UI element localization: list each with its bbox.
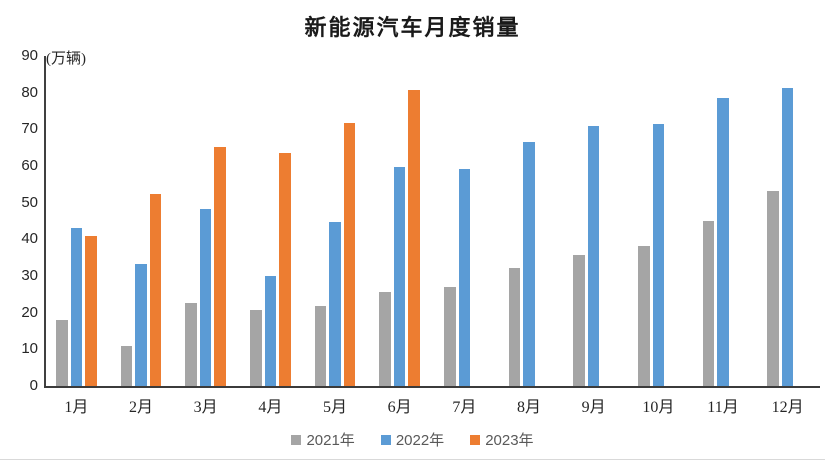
bar-2021年-11月	[702, 221, 715, 386]
bar-2021年-2月	[120, 345, 133, 386]
legend-item-2023年: 2023年	[470, 429, 534, 450]
legend-item-2021年: 2021年	[291, 429, 355, 450]
bar-2022年-12月	[781, 87, 794, 386]
y-axis-line	[44, 56, 46, 386]
bar-2022年-2月	[135, 263, 147, 386]
y-tick-10: 10	[21, 340, 38, 358]
bar-2023年-2月	[149, 193, 162, 386]
y-tick-20: 20	[21, 303, 38, 321]
legend: 2021年 2022年 2023年	[0, 429, 825, 450]
bar-2023年-5月	[343, 123, 356, 386]
y-tick-40: 40	[21, 230, 38, 248]
y-axis-unit-label: (万辆)	[46, 51, 86, 67]
x-axis-line	[44, 386, 820, 388]
bar-2021年-4月	[250, 310, 262, 386]
y-tick-60: 60	[21, 157, 38, 174]
bar-2021年-6月	[379, 292, 391, 386]
x-label-10月: 10月	[642, 399, 675, 416]
bar-2021年-10月	[638, 245, 650, 386]
legend-swatch-icon	[291, 434, 302, 445]
bar-2021年-8月	[508, 268, 521, 386]
bar-2023年-4月	[279, 152, 291, 386]
bar-2022年-3月	[199, 208, 212, 386]
x-label-11月: 11月	[707, 399, 739, 416]
bar-2022年-9月	[587, 126, 600, 386]
bar-2022年-5月	[329, 222, 341, 386]
x-label-7月: 7月	[452, 399, 477, 416]
bar-2022年-11月	[717, 97, 729, 386]
bar-2022年-1月	[70, 227, 83, 386]
bar-2021年-7月	[444, 286, 456, 386]
x-label-12月: 12月	[771, 399, 804, 416]
x-label-8月: 8月	[516, 399, 541, 416]
legend-item-2022年: 2022年	[380, 429, 445, 450]
y-tick-80: 80	[21, 83, 38, 101]
chart-title: 新能源汽车月度销量	[304, 15, 521, 40]
legend-label: 2023年	[485, 432, 534, 449]
bar-2021年-5月	[314, 306, 327, 386]
x-label-4月: 4月	[258, 399, 283, 416]
x-label-5月: 5月	[322, 399, 347, 416]
bar-2022年-10月	[652, 124, 665, 386]
bar-2023年-3月	[214, 146, 226, 386]
bar-2021年-9月	[573, 255, 585, 386]
y-tick-70: 70	[21, 120, 38, 138]
x-label-9月: 9月	[581, 399, 606, 416]
bar-2022年-4月	[264, 276, 277, 386]
y-tick-90: 90	[21, 47, 38, 64]
y-tick-30: 30	[21, 267, 38, 284]
bar-2021年-12月	[767, 191, 779, 386]
x-label-3月: 3月	[193, 399, 218, 416]
bar-2022年-8月	[523, 141, 535, 386]
y-tick-50: 50	[21, 193, 38, 211]
x-label-6月: 6月	[387, 399, 412, 416]
legend-swatch-icon	[380, 434, 391, 445]
bar-2022年-7月	[458, 168, 471, 386]
y-tick-0: 0	[29, 377, 38, 394]
bar-2022年-6月	[393, 167, 406, 386]
bar-2023年-1月	[85, 236, 97, 386]
x-label-2月: 2月	[128, 399, 153, 416]
bar-2021年-1月	[56, 320, 68, 386]
bar-2021年-3月	[185, 303, 197, 386]
x-label-1月: 1月	[64, 399, 89, 416]
legend-label: 2022年	[395, 432, 445, 449]
bar-2023年-6月	[408, 90, 420, 386]
legend-label: 2021年	[306, 432, 355, 449]
legend-swatch-icon	[470, 434, 481, 445]
